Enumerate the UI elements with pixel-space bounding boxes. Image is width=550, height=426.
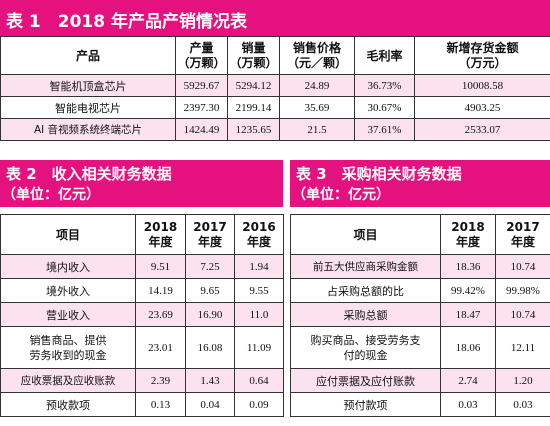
t2-header-2018: 2018 年度 [135,214,186,255]
table-row: 采购总额 18.47 10.74 [290,302,550,327]
t1-r1-product: 智能电视芯片 [0,96,176,119]
t3-r1-2017: 99.98% [495,278,550,303]
t2-r2-2018: 23.69 [135,302,186,327]
t3-r0-2018: 18.36 [440,254,496,279]
t2-r4-2016: 0.64 [234,368,284,393]
t3-r5-2018: 0.03 [440,392,496,417]
t1-header-inventory: 新增存货金额 （万元） [414,36,550,75]
t2-r1-2016: 9.55 [234,278,284,303]
t3-r4-2018: 2.74 [440,368,496,393]
table-row: 境内收入 9.51 7.25 1.94 [0,254,284,279]
t3-r2-item: 采购总额 [290,302,441,327]
t2-header-2017: 2017 年度 [185,214,235,255]
table1-title: 表 1 2018 年产品产销情况表 [6,12,247,32]
t1-r2-product: AI 音视频系统终端芯片 [0,118,176,141]
table-row: 占采购总额的比 99.42% 99.98% [290,278,550,303]
t1-r1-price: 35.69 [279,96,355,119]
t1-header-price: 销售价格 （元／颗） [279,36,355,75]
t3-r1-item: 占采购总额的比 [290,278,441,303]
t1-r1-sales: 2199.14 [227,96,280,119]
t1-r0-margin: 36.73% [354,74,415,97]
t2-r1-item: 境外收入 [0,278,136,303]
t2-header-2016: 2016 年度 [234,214,284,255]
table2-title-bar: 表 2 收入相关财务数据 （单位：亿元） [0,160,283,207]
t1-header-output: 产量 （万颗） [175,36,228,75]
table-row: 销售商品、提供 劳务收到的现金 23.01 16.08 11.09 [0,326,284,369]
t2-r5-2018: 0.13 [135,392,186,417]
t2-r3-2018: 23.01 [135,326,186,369]
table2-unit: （单位：亿元） [2,187,100,203]
table3: 项目 2018 年度 2017 年度 前五大供应商采购金额 18.36 10.7… [290,214,550,417]
t3-r5-2017: 0.03 [495,392,550,417]
table-row: 智能电视芯片 2397.30 2199.14 35.69 30.67% 4903… [0,96,550,119]
t2-r0-2016: 1.94 [234,254,284,279]
t1-r0-product: 智能机顶盒芯片 [0,74,176,97]
t2-r1-2017: 9.65 [185,278,235,303]
t2-header-item: 项目 [0,214,136,255]
t2-r5-2017: 0.04 [185,392,235,417]
t2-r2-item: 营业收入 [0,302,136,327]
table-row: 境外收入 14.19 9.65 9.55 [0,278,284,303]
table-row: 预收款项 0.13 0.04 0.09 [0,392,284,417]
t3-r4-item: 应付票据及应付账款 [290,368,441,393]
table-row: 购买商品、接受劳务支 付的现金 18.06 12.11 [290,326,550,369]
t3-header-2018: 2018 年度 [440,214,496,255]
table-row: 前五大供应商采购金额 18.36 10.74 [290,254,550,279]
t1-r2-inventory: 2533.07 [414,118,550,141]
t2-r0-2018: 9.51 [135,254,186,279]
t2-r5-item: 预收款项 [0,392,136,417]
table-row: 应收票据及应收账款 2.39 1.43 0.64 [0,368,284,393]
t1-r0-sales: 5294.12 [227,74,280,97]
t3-r1-2018: 99.42% [440,278,496,303]
t1-r0-inventory: 10008.58 [414,74,550,97]
t1-r0-price: 24.89 [279,74,355,97]
table2: 项目 2018 年度 2017 年度 2016 年度 境内收入 9.51 7.2… [0,214,284,417]
t2-r0-item: 境内收入 [0,254,136,279]
table3-title-bar: 表 3 采购相关财务数据 （单位：亿元） [290,160,550,207]
t1-r2-output: 1424.49 [175,118,228,141]
table3-title: 表 3 采购相关财务数据 [296,165,462,183]
table1-title-bar: 表 1 2018 年产品产销情况表 [0,0,550,36]
t2-r3-2016: 11.09 [234,326,284,369]
t1-r0-output: 5929.67 [175,74,228,97]
table-row: 智能机顶盒芯片 5929.67 5294.12 24.89 36.73% 100… [0,74,550,97]
t1-r1-margin: 30.67% [354,96,415,119]
t3-r3-item: 购买商品、接受劳务支 付的现金 [290,326,441,369]
t1-r2-margin: 37.61% [354,118,415,141]
t2-r4-2017: 1.43 [185,368,235,393]
t3-r0-item: 前五大供应商采购金额 [290,254,441,279]
table2-title: 表 2 收入相关财务数据 [6,165,172,183]
t1-header-margin: 毛利率 [354,36,415,75]
t3-r5-item: 预付款项 [290,392,441,417]
t2-r3-item: 销售商品、提供 劳务收到的现金 [0,326,136,369]
t1-r1-inventory: 4903.25 [414,96,550,119]
t3-r4-2017: 1.20 [495,368,550,393]
t2-r4-item: 应收票据及应收账款 [0,368,136,393]
table-row: 营业收入 23.69 16.90 11.0 [0,302,284,327]
table-row: AI 音视频系统终端芯片 1424.49 1235.65 21.5 37.61%… [0,118,550,141]
t3-header-item: 项目 [290,214,441,255]
t1-r2-price: 21.5 [279,118,355,141]
t3-r0-2017: 10.74 [495,254,550,279]
table1: 产品 产量 （万颗） 销量 （万颗） 销售价格 （元／颗） 毛利率 新增存货金额… [0,36,550,141]
t1-r1-output: 2397.30 [175,96,228,119]
t1-r2-sales: 1235.65 [227,118,280,141]
t1-header-product: 产品 [0,36,176,75]
table-row: 预付款项 0.03 0.03 [290,392,550,417]
t2-r0-2017: 7.25 [185,254,235,279]
t3-r2-2017: 10.74 [495,302,550,327]
t3-r3-2017: 12.11 [495,326,550,369]
t2-r2-2017: 16.90 [185,302,235,327]
table-row: 应付票据及应付账款 2.74 1.20 [290,368,550,393]
t3-r3-2018: 18.06 [440,326,496,369]
t3-r2-2018: 18.47 [440,302,496,327]
t2-r5-2016: 0.09 [234,392,284,417]
t3-header-2017: 2017 年度 [495,214,550,255]
t2-r2-2016: 11.0 [234,302,284,327]
t2-r1-2018: 14.19 [135,278,186,303]
t2-r4-2018: 2.39 [135,368,186,393]
t1-header-sales: 销量 （万颗） [227,36,280,75]
t2-r3-2017: 16.08 [185,326,235,369]
table3-unit: （单位：亿元） [292,187,390,203]
